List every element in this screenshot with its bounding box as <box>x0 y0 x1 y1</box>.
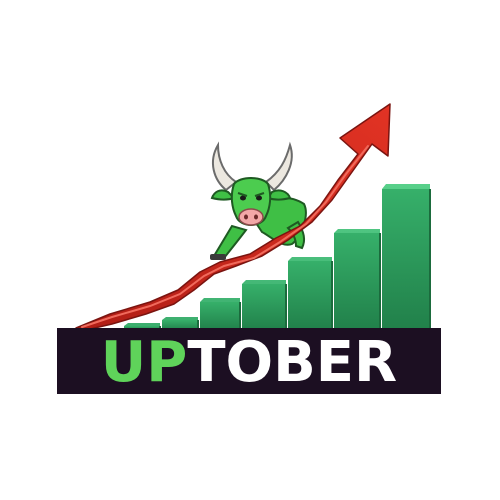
bar-2 <box>162 320 198 330</box>
bar-chart-icon <box>124 184 431 330</box>
up-trend-arrow-icon <box>75 103 391 331</box>
bar-3 <box>200 302 240 330</box>
bar-6 <box>334 233 380 330</box>
bar-7 <box>382 189 430 330</box>
wordmark: UPTOBER <box>101 335 397 391</box>
wordmark-highlight: UP <box>100 330 188 395</box>
wordmark-banner: UPTOBER <box>57 328 441 394</box>
bar-4 <box>242 284 286 330</box>
wordmark-rest: TOBER <box>187 330 398 395</box>
bar-5 <box>288 261 332 330</box>
bull-mascot-icon <box>210 141 307 260</box>
